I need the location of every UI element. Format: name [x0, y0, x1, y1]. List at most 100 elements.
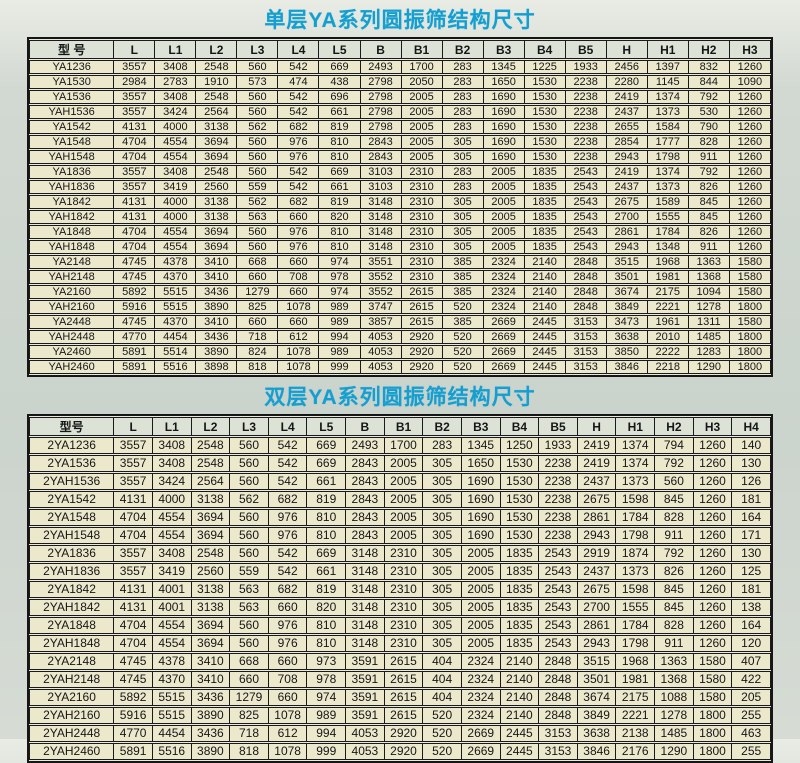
dimension-value-cell: 2005: [461, 563, 501, 580]
dimension-value-cell: 2920: [384, 743, 424, 760]
dimension-value-cell: 3857: [360, 315, 402, 329]
dimension-column-header: B5: [539, 417, 578, 436]
model-cell: 2YA1542: [29, 491, 115, 508]
dimension-value-cell: 559: [230, 563, 269, 580]
single-deck-dimension-table: 型 号 L L1 L2 L3 L4 L5 B B1 B2 B3 B4 B5 H H1 H2 H3 YA1236 35…: [27, 37, 773, 377]
dimension-value-cell: 283: [442, 180, 484, 194]
dimension-value-cell: 2005: [461, 635, 501, 652]
dimension-value-cell: 573: [237, 75, 279, 89]
dimension-value-cell: 3103: [360, 165, 402, 179]
single-deck-table: 型 号 L L1 L2 L3 L4 L5 B B1 B2 B3 B4 B5 H H1 H2 H3 YA1236 35…: [29, 39, 771, 375]
dimension-value-cell: 1373: [647, 180, 689, 194]
model-cell: YA1842: [29, 195, 115, 209]
dimension-value-cell: 560: [230, 617, 269, 634]
dimension-value-cell: 542: [278, 90, 320, 104]
dimension-value-cell: 3694: [196, 135, 238, 149]
dimension-value-cell: 4053: [360, 330, 402, 344]
dimension-value-cell: 2324: [483, 270, 525, 284]
dimension-value-cell: 560: [237, 135, 279, 149]
dimension-value-cell: 1530: [524, 135, 566, 149]
dimension-value-cell: 2310: [384, 617, 424, 634]
dimension-value-cell: 3747: [360, 300, 402, 314]
dimension-value-cell: 974: [319, 255, 361, 269]
dimension-value-cell: 2140: [500, 689, 540, 706]
dimension-value-cell: 1800: [729, 360, 771, 374]
dimension-value-cell: 4131: [114, 195, 156, 209]
dimension-value-cell: 2543: [565, 225, 607, 239]
dimension-value-cell: 4131: [114, 120, 156, 134]
dimension-value-cell: 2669: [483, 345, 525, 359]
model-cell: YA1236: [29, 60, 115, 74]
dimension-value-cell: 560: [230, 455, 269, 472]
dimension-value-cell: 3424: [155, 105, 197, 119]
dimension-value-cell: 2843: [360, 135, 402, 149]
dimension-value-cell: 2238: [565, 105, 607, 119]
dimension-value-cell: 818: [230, 743, 269, 760]
dimension-value-cell: 1260: [693, 455, 733, 472]
dimension-value-cell: 560: [237, 60, 279, 74]
dimension-value-cell: 1078: [278, 360, 320, 374]
dimension-value-cell: 3890: [196, 300, 238, 314]
dimension-value-cell: 669: [307, 455, 347, 472]
dimension-value-cell: 2218: [647, 360, 689, 374]
single-deck-table-title: 单层YA系列圆振筛结构尺寸: [264, 9, 536, 32]
dimension-column-header: B1: [384, 417, 424, 436]
dimension-column-header: L1: [152, 417, 192, 436]
dimension-value-cell: 660: [268, 599, 308, 616]
dimension-value-cell: 1580: [729, 315, 771, 329]
dimension-column-header: L5: [307, 417, 347, 436]
dimension-value-cell: 976: [268, 617, 308, 634]
dimension-column-header: L1: [155, 40, 197, 59]
dimension-value-cell: 4001: [152, 599, 192, 616]
model-cell: 2YA1836: [29, 545, 115, 562]
dimension-value-cell: 1374: [616, 455, 656, 472]
table-row: YA1548 4704 4554 3694 560 976 810 2843 2005 305 16…: [29, 135, 771, 149]
dimension-value-cell: 2669: [461, 725, 501, 742]
dimension-column-header: L5: [319, 40, 361, 59]
dimension-value-cell: 3410: [196, 270, 238, 284]
dimension-value-cell: 1260: [729, 210, 771, 224]
dimension-value-cell: 3436: [191, 689, 231, 706]
dimension-value-cell: 1345: [461, 437, 501, 454]
dimension-value-cell: 669: [307, 545, 347, 562]
dimension-value-cell: 2543: [565, 210, 607, 224]
dimension-column-header: B5: [565, 40, 607, 59]
table-row: 2YA1542 4131 4000 3138 562 682 819 2843 2005 305 1…: [29, 491, 771, 508]
dimension-value-cell: 3557: [114, 473, 153, 490]
dimension-value-cell: 1835: [500, 581, 540, 598]
dimension-column-header: H2: [688, 40, 730, 59]
dimension-value-cell: 2543: [565, 180, 607, 194]
dimension-value-cell: 2238: [539, 509, 578, 526]
dimension-value-cell: 5891: [114, 360, 156, 374]
dimension-value-cell: 563: [230, 599, 269, 616]
dimension-value-cell: 181: [732, 491, 771, 508]
dimension-value-cell: 2655: [606, 120, 648, 134]
dimension-value-cell: 660: [278, 315, 320, 329]
dimension-value-cell: 4001: [152, 581, 192, 598]
dimension-value-cell: 973: [307, 653, 347, 670]
dimension-value-cell: 3898: [196, 360, 238, 374]
dimension-value-cell: 283: [442, 165, 484, 179]
dimension-value-cell: 1094: [688, 285, 730, 299]
model-cell: YAH1842: [29, 210, 115, 224]
dimension-value-cell: 826: [688, 225, 730, 239]
dimension-value-cell: 1260: [729, 60, 771, 74]
dimension-value-cell: 560: [237, 225, 279, 239]
dimension-value-cell: 2437: [606, 180, 648, 194]
dimension-value-cell: 1800: [729, 300, 771, 314]
dimension-column-header: B4: [524, 40, 566, 59]
dimension-value-cell: 2238: [565, 75, 607, 89]
dimension-value-cell: 4704: [114, 509, 153, 526]
dimension-value-cell: 130: [732, 545, 771, 562]
model-cell: YAH2460: [29, 360, 115, 374]
dimension-value-cell: 305: [423, 563, 462, 580]
dimension-value-cell: 3557: [114, 563, 153, 580]
dimension-value-cell: 1260: [693, 509, 733, 526]
dimension-value-cell: 2005: [483, 180, 525, 194]
dimension-value-cell: 1981: [616, 671, 656, 688]
dimension-value-cell: 2280: [606, 75, 648, 89]
model-cell: 2YAH1536: [29, 473, 115, 490]
dimension-value-cell: 559: [237, 180, 279, 194]
dimension-value-cell: 3515: [606, 255, 648, 269]
dimension-value-cell: 1580: [729, 270, 771, 284]
